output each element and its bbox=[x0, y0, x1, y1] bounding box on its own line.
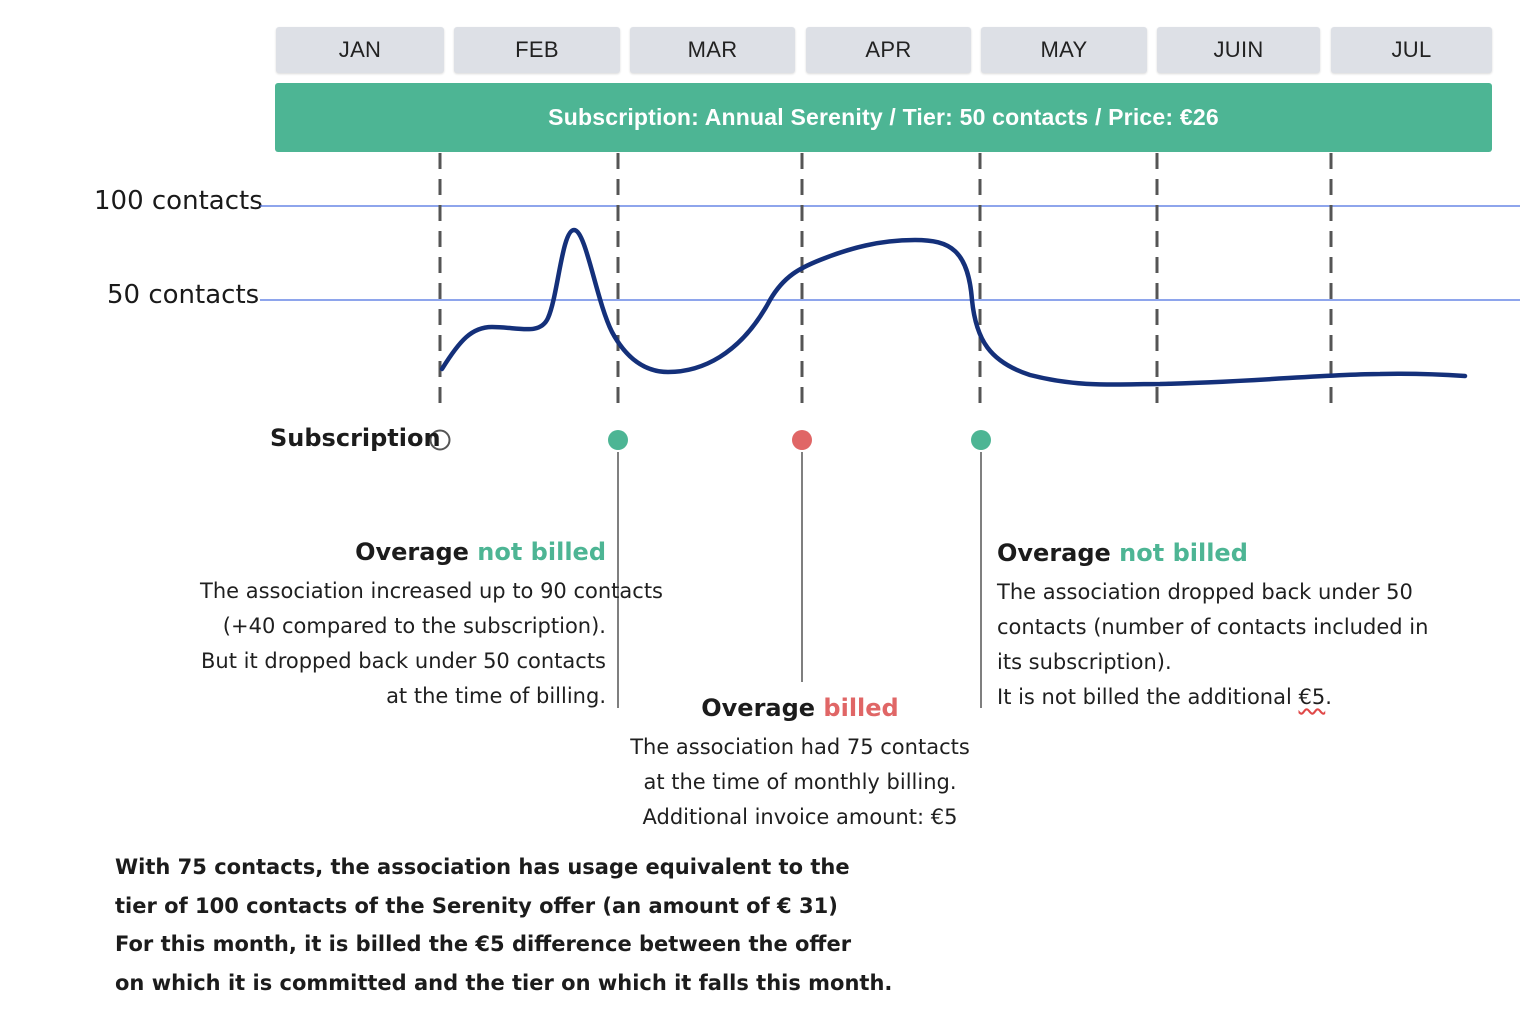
y-label-100: 100 contacts bbox=[94, 186, 263, 216]
annotation-feb-line-2: (+40 compared to the subscription). bbox=[222, 614, 606, 638]
annotation-mar: Overage billed The association had 75 co… bbox=[600, 694, 1000, 835]
annotation-mar-line-1: The association had 75 contacts bbox=[630, 735, 970, 759]
month-may: MAY bbox=[981, 27, 1147, 73]
month-apr: APR bbox=[806, 27, 971, 73]
month-mar: MAR bbox=[630, 27, 795, 73]
annotation-mar-prefix: Overage bbox=[701, 694, 816, 722]
y-label-50: 50 contacts bbox=[107, 280, 260, 310]
footer-line-3: For this month, it is billed the €5 diff… bbox=[115, 932, 852, 956]
month-jan: JAN bbox=[276, 27, 444, 73]
usage-chart bbox=[260, 153, 1520, 520]
annotation-mar-status: billed bbox=[823, 694, 899, 722]
annotation-apr: Overage not billed The association dropp… bbox=[997, 539, 1429, 715]
usage-line-series bbox=[439, 227, 1468, 387]
annotation-apr-line-4: It is not billed the additional €5. bbox=[997, 680, 1417, 715]
annotation-feb-line-1: The association increased up to 90 conta… bbox=[200, 579, 663, 603]
annotation-apr-amount: €5 bbox=[1298, 685, 1326, 709]
annotation-apr-status: not billed bbox=[1119, 539, 1248, 567]
marker-feb-not-billed bbox=[608, 430, 628, 450]
annotation-mar-line-3: Additional invoice amount: €5 bbox=[642, 805, 958, 829]
footer-line-2: tier of 100 contacts of the Serenity off… bbox=[115, 893, 838, 918]
annotation-feb-status: not billed bbox=[477, 538, 606, 566]
footer-line-4: on which it is committed and the tier on… bbox=[115, 970, 893, 995]
subscription-label: Subscription bbox=[270, 424, 441, 452]
annotation-mar-line-2: at the time of monthly billing. bbox=[643, 770, 957, 794]
month-jul: JUL bbox=[1331, 27, 1492, 73]
footer-explanation: With 75 contacts, the association has us… bbox=[115, 848, 893, 1002]
marker-apr-not-billed bbox=[971, 430, 991, 450]
annotation-feb: Overage not billed The association incre… bbox=[200, 538, 663, 714]
annotation-apr-line-4-end: . bbox=[1325, 685, 1332, 709]
annotation-mar-heading: Overage billed bbox=[600, 694, 1000, 722]
annotation-apr-prefix: Overage bbox=[997, 539, 1111, 567]
leader-lines-lower bbox=[617, 520, 982, 708]
annotation-apr-line-3: its subscription). bbox=[997, 650, 1172, 674]
annotation-apr-line-2: contacts (number of contacts included in bbox=[997, 615, 1429, 639]
marker-mar-billed bbox=[792, 430, 812, 450]
footer-line-1: With 75 contacts, the association has us… bbox=[115, 855, 850, 879]
annotation-apr-line-1: The association dropped back under 50 bbox=[997, 580, 1413, 604]
annotation-feb-line-3: But it dropped back under 50 contacts bbox=[201, 649, 606, 673]
subscription-banner: Subscription: Annual Serenity / Tier: 50… bbox=[275, 83, 1492, 152]
annotation-feb-heading: Overage not billed bbox=[200, 538, 606, 566]
month-juin: JUIN bbox=[1157, 27, 1320, 73]
month-feb: FEB bbox=[454, 27, 620, 73]
marker-subscription-start bbox=[429, 429, 451, 451]
month-header-row: JAN FEB MAR APR MAY JUIN JUL bbox=[0, 0, 1536, 80]
annotation-feb-line-4: at the time of billing. bbox=[386, 684, 606, 708]
annotation-feb-prefix: Overage bbox=[355, 538, 469, 566]
annotation-apr-line-4-text: It is not billed the additional bbox=[997, 685, 1299, 709]
annotation-apr-heading: Overage not billed bbox=[997, 539, 1417, 567]
